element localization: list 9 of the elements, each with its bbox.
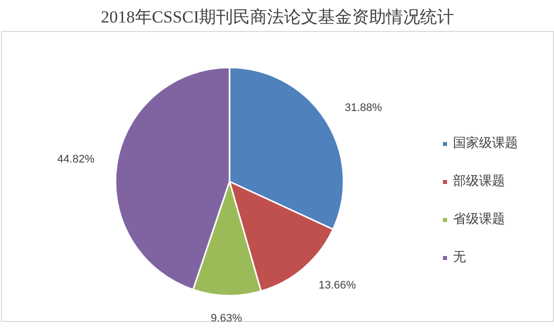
data-label: 31.88% xyxy=(344,102,382,114)
data-label: 13.66% xyxy=(318,279,356,292)
legend-label: 国家级课题 xyxy=(453,135,518,152)
data-label: 9.63% xyxy=(210,312,242,324)
data-label: 44.82% xyxy=(57,153,95,166)
chart-title: 2018年CSSCI期刊民商法论文基金资助情况统计 xyxy=(100,8,454,26)
legend-label: 无 xyxy=(453,249,467,266)
legend-label: 部级课题 xyxy=(453,173,505,190)
legend-label: 省级课题 xyxy=(453,211,505,228)
